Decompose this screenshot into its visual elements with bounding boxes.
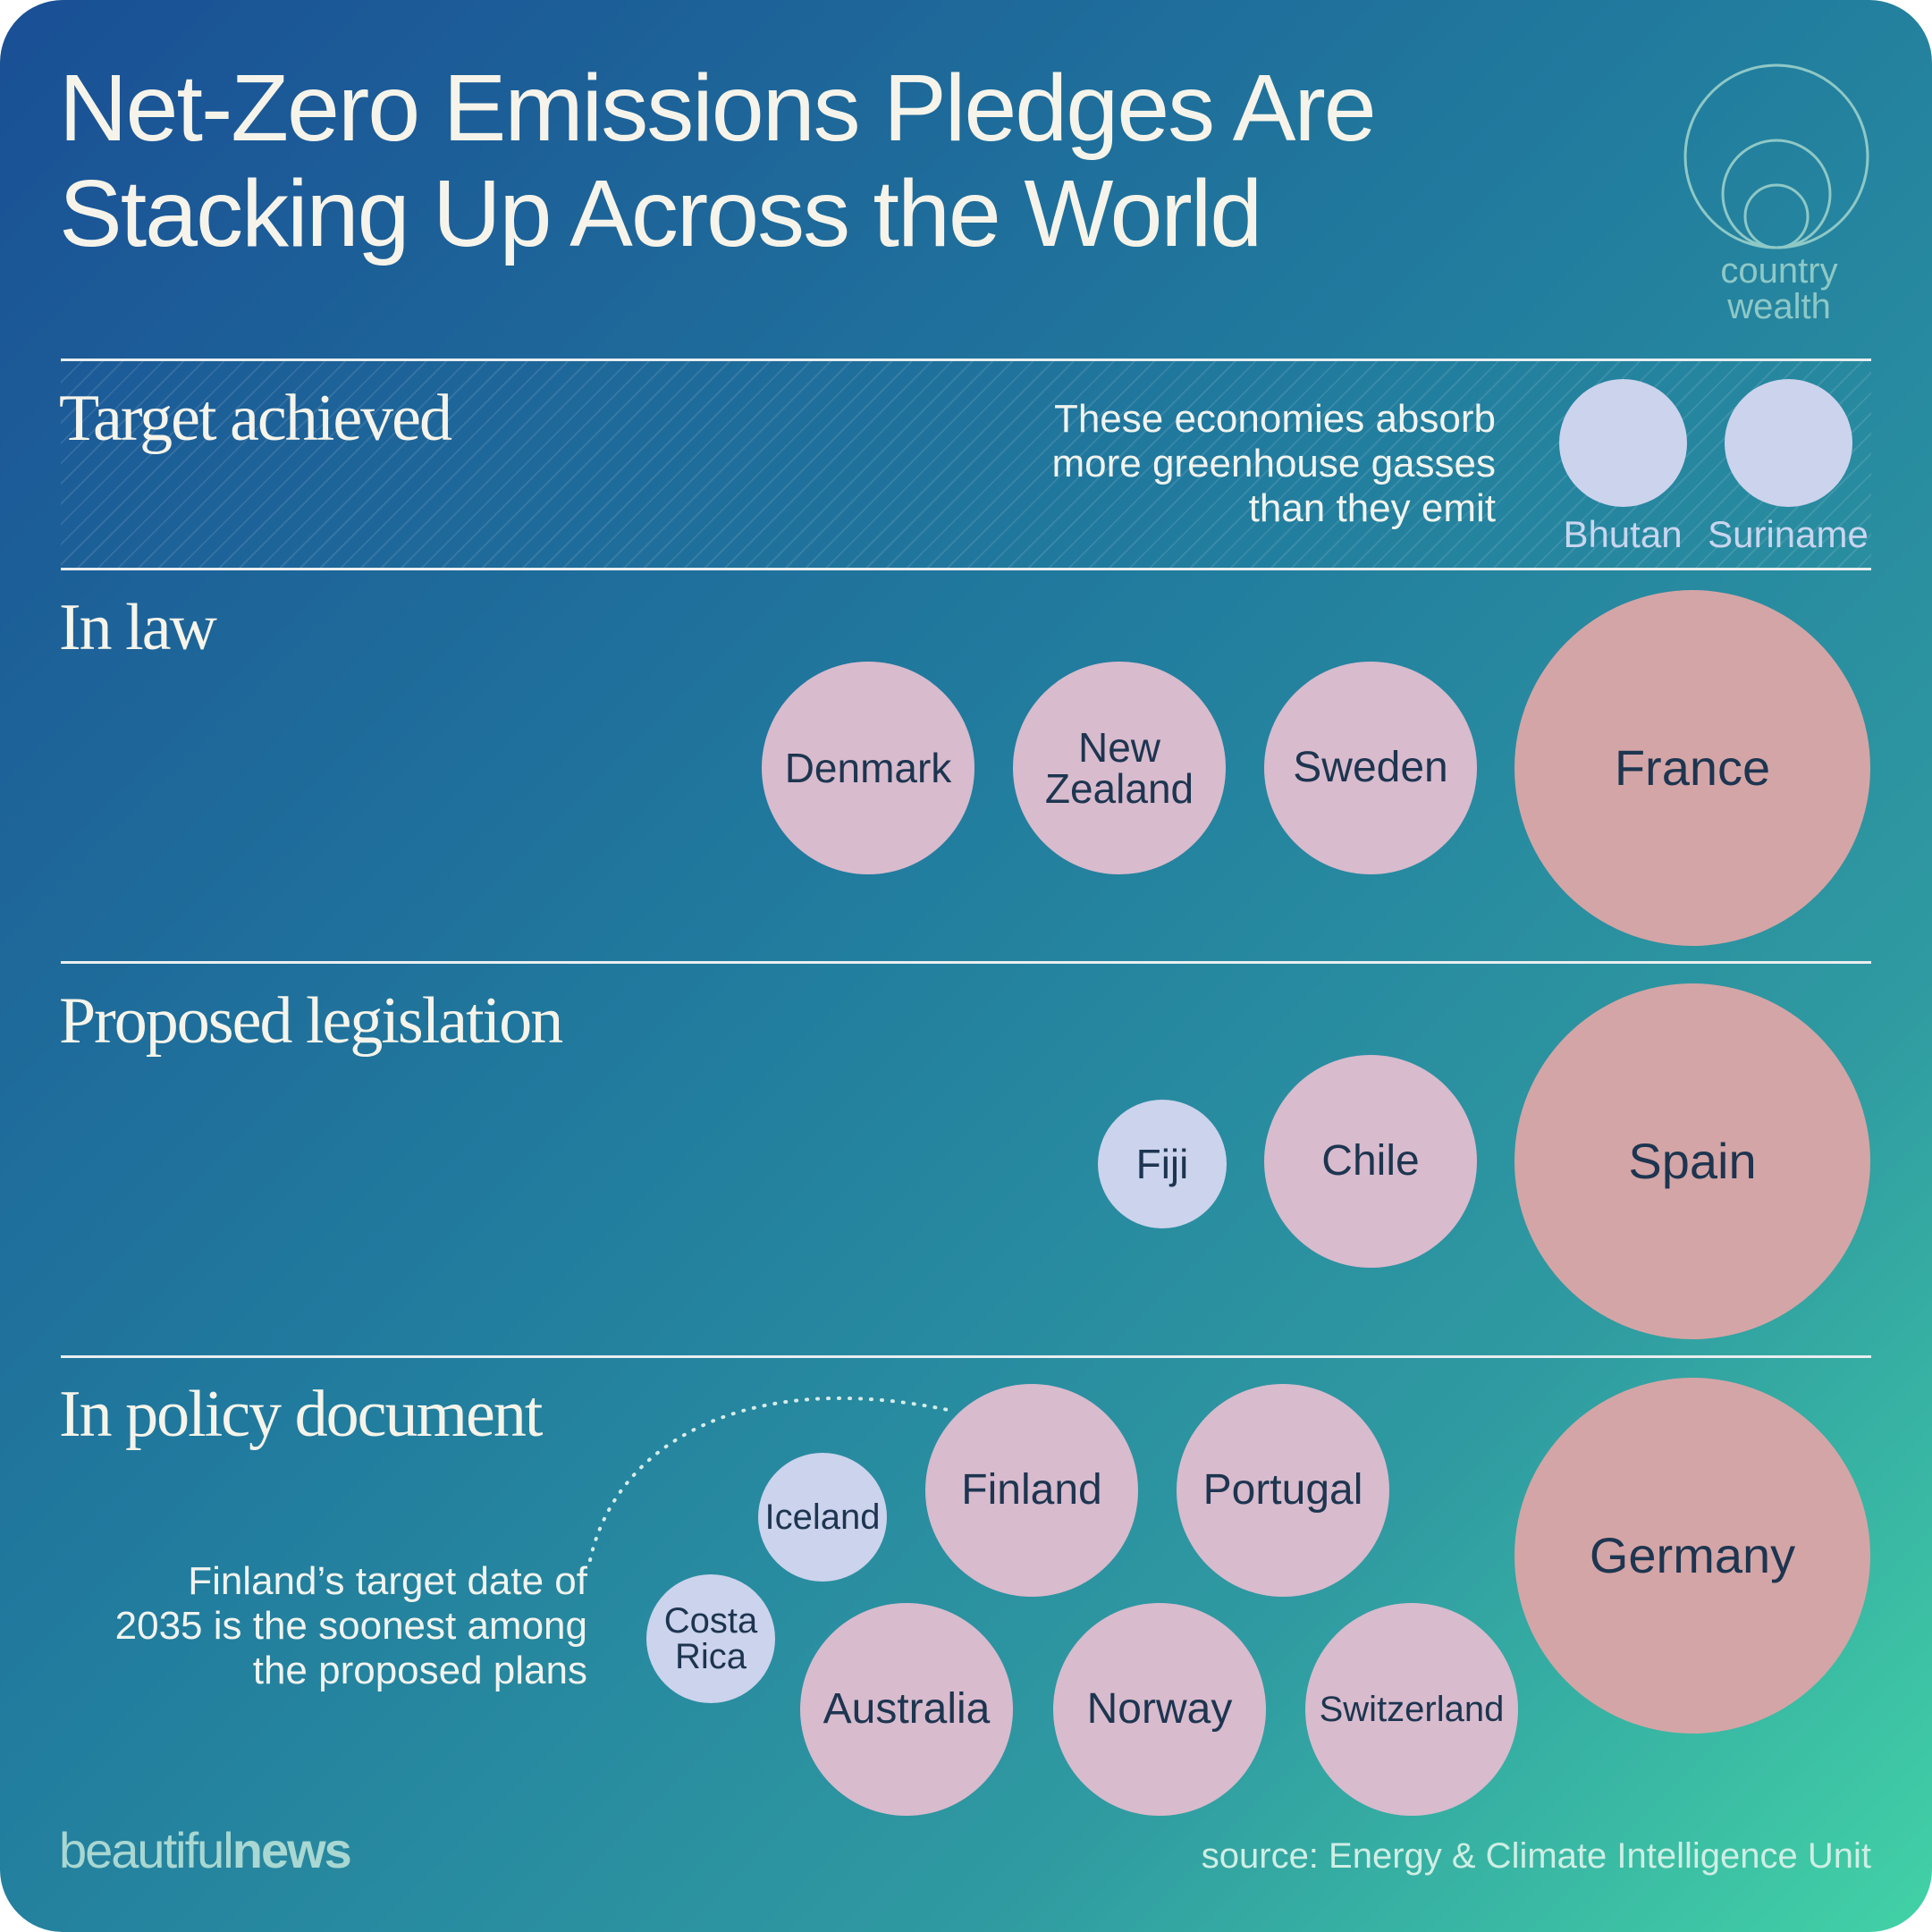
- country-label-bhutan: Bhutan: [1563, 513, 1683, 555]
- country-bubble-costa-rica: Costa Rica: [646, 1574, 775, 1703]
- title-line-2: Stacking Up Across the World: [59, 161, 1262, 266]
- country-bubble-germany: Germany: [1514, 1378, 1870, 1734]
- country-bubble-sweden: Sweden: [1264, 662, 1477, 874]
- country-label: Iceland: [764, 1498, 881, 1537]
- finland-callout-note: Finland’s target date of 2035 is the soo…: [115, 1559, 587, 1693]
- divider: [61, 359, 1871, 361]
- country-label: Norway: [1086, 1685, 1233, 1733]
- country-label: Finland: [961, 1466, 1102, 1514]
- country-bubble-new-zealand: New Zealand: [1013, 662, 1226, 874]
- target-achieved-note: These economies absorb more greenhouse g…: [1051, 397, 1496, 531]
- country-label: Australia: [823, 1685, 991, 1733]
- country-label: Fiji: [1135, 1141, 1189, 1187]
- country-label: Zealand: [1044, 765, 1194, 812]
- country-label: Denmark: [784, 745, 952, 791]
- country-label: Germany: [1589, 1527, 1796, 1583]
- divider: [61, 961, 1871, 964]
- country-label-suriname: Suriname: [1708, 513, 1869, 555]
- brand-logo: beautifulnews: [59, 1822, 352, 1878]
- section-title-in-policy-document: In policy document: [59, 1378, 543, 1451]
- country-wealth-legend-icon: [1683, 63, 1869, 249]
- section-title-in-law: In law: [59, 591, 217, 664]
- country-bubble-suriname: [1725, 379, 1852, 507]
- note-line: These economies absorb: [1053, 397, 1496, 441]
- country-bubble-chile: Chile: [1264, 1055, 1477, 1268]
- divider: [61, 568, 1871, 570]
- country-label: France: [1614, 739, 1771, 796]
- source-credit: source: Energy & Climate Intelligence Un…: [1201, 1836, 1871, 1876]
- note-line: than they emit: [1248, 486, 1496, 530]
- country-bubble-france: France: [1514, 590, 1870, 946]
- country-bubble-finland: Finland: [925, 1384, 1138, 1597]
- country-bubble-bhutan: [1559, 379, 1687, 507]
- country-label: Spain: [1628, 1133, 1757, 1189]
- title-line-1: Net-Zero Emissions Pledges Are: [59, 55, 1377, 161]
- country-bubble-fiji: Fiji: [1098, 1100, 1227, 1228]
- country-label: New: [1077, 724, 1160, 771]
- note-line: more greenhouse gasses: [1051, 442, 1496, 485]
- note-line: Finland’s target date of: [188, 1559, 587, 1603]
- section-title-target-achieved: Target achieved: [59, 382, 452, 455]
- country-bubble-iceland: Iceland: [758, 1453, 887, 1582]
- divider: [61, 1355, 1871, 1358]
- country-label: Switzerland: [1319, 1690, 1505, 1729]
- country-label: Costa: [663, 1601, 758, 1641]
- section-title-proposed-legislation: Proposed legislation: [59, 984, 563, 1058]
- country-label: Portugal: [1202, 1466, 1363, 1514]
- country-bubble-norway: Norway: [1053, 1603, 1266, 1816]
- country-bubble-spain: Spain: [1514, 983, 1870, 1339]
- legend-label-line-1: country: [1720, 251, 1838, 291]
- note-line: 2035 is the soonest among: [114, 1604, 587, 1648]
- page-title: Net-Zero Emissions Pledges Are Stacking …: [59, 55, 1579, 266]
- country-label: Rica: [674, 1637, 747, 1676]
- logo-part: beautiful: [59, 1822, 234, 1878]
- country-bubble-denmark: Denmark: [762, 662, 974, 874]
- country-bubble-portugal: Portugal: [1177, 1384, 1389, 1597]
- legend-label: country wealth: [1699, 253, 1860, 325]
- logo-part: news: [232, 1822, 352, 1878]
- country-label: Chile: [1321, 1137, 1420, 1185]
- country-bubble-switzerland: Switzerland: [1305, 1603, 1518, 1816]
- note-line: the proposed plans: [252, 1649, 587, 1692]
- country-bubble-australia: Australia: [800, 1603, 1013, 1816]
- legend-label-line-2: wealth: [1727, 287, 1831, 326]
- country-label: Sweden: [1293, 744, 1448, 791]
